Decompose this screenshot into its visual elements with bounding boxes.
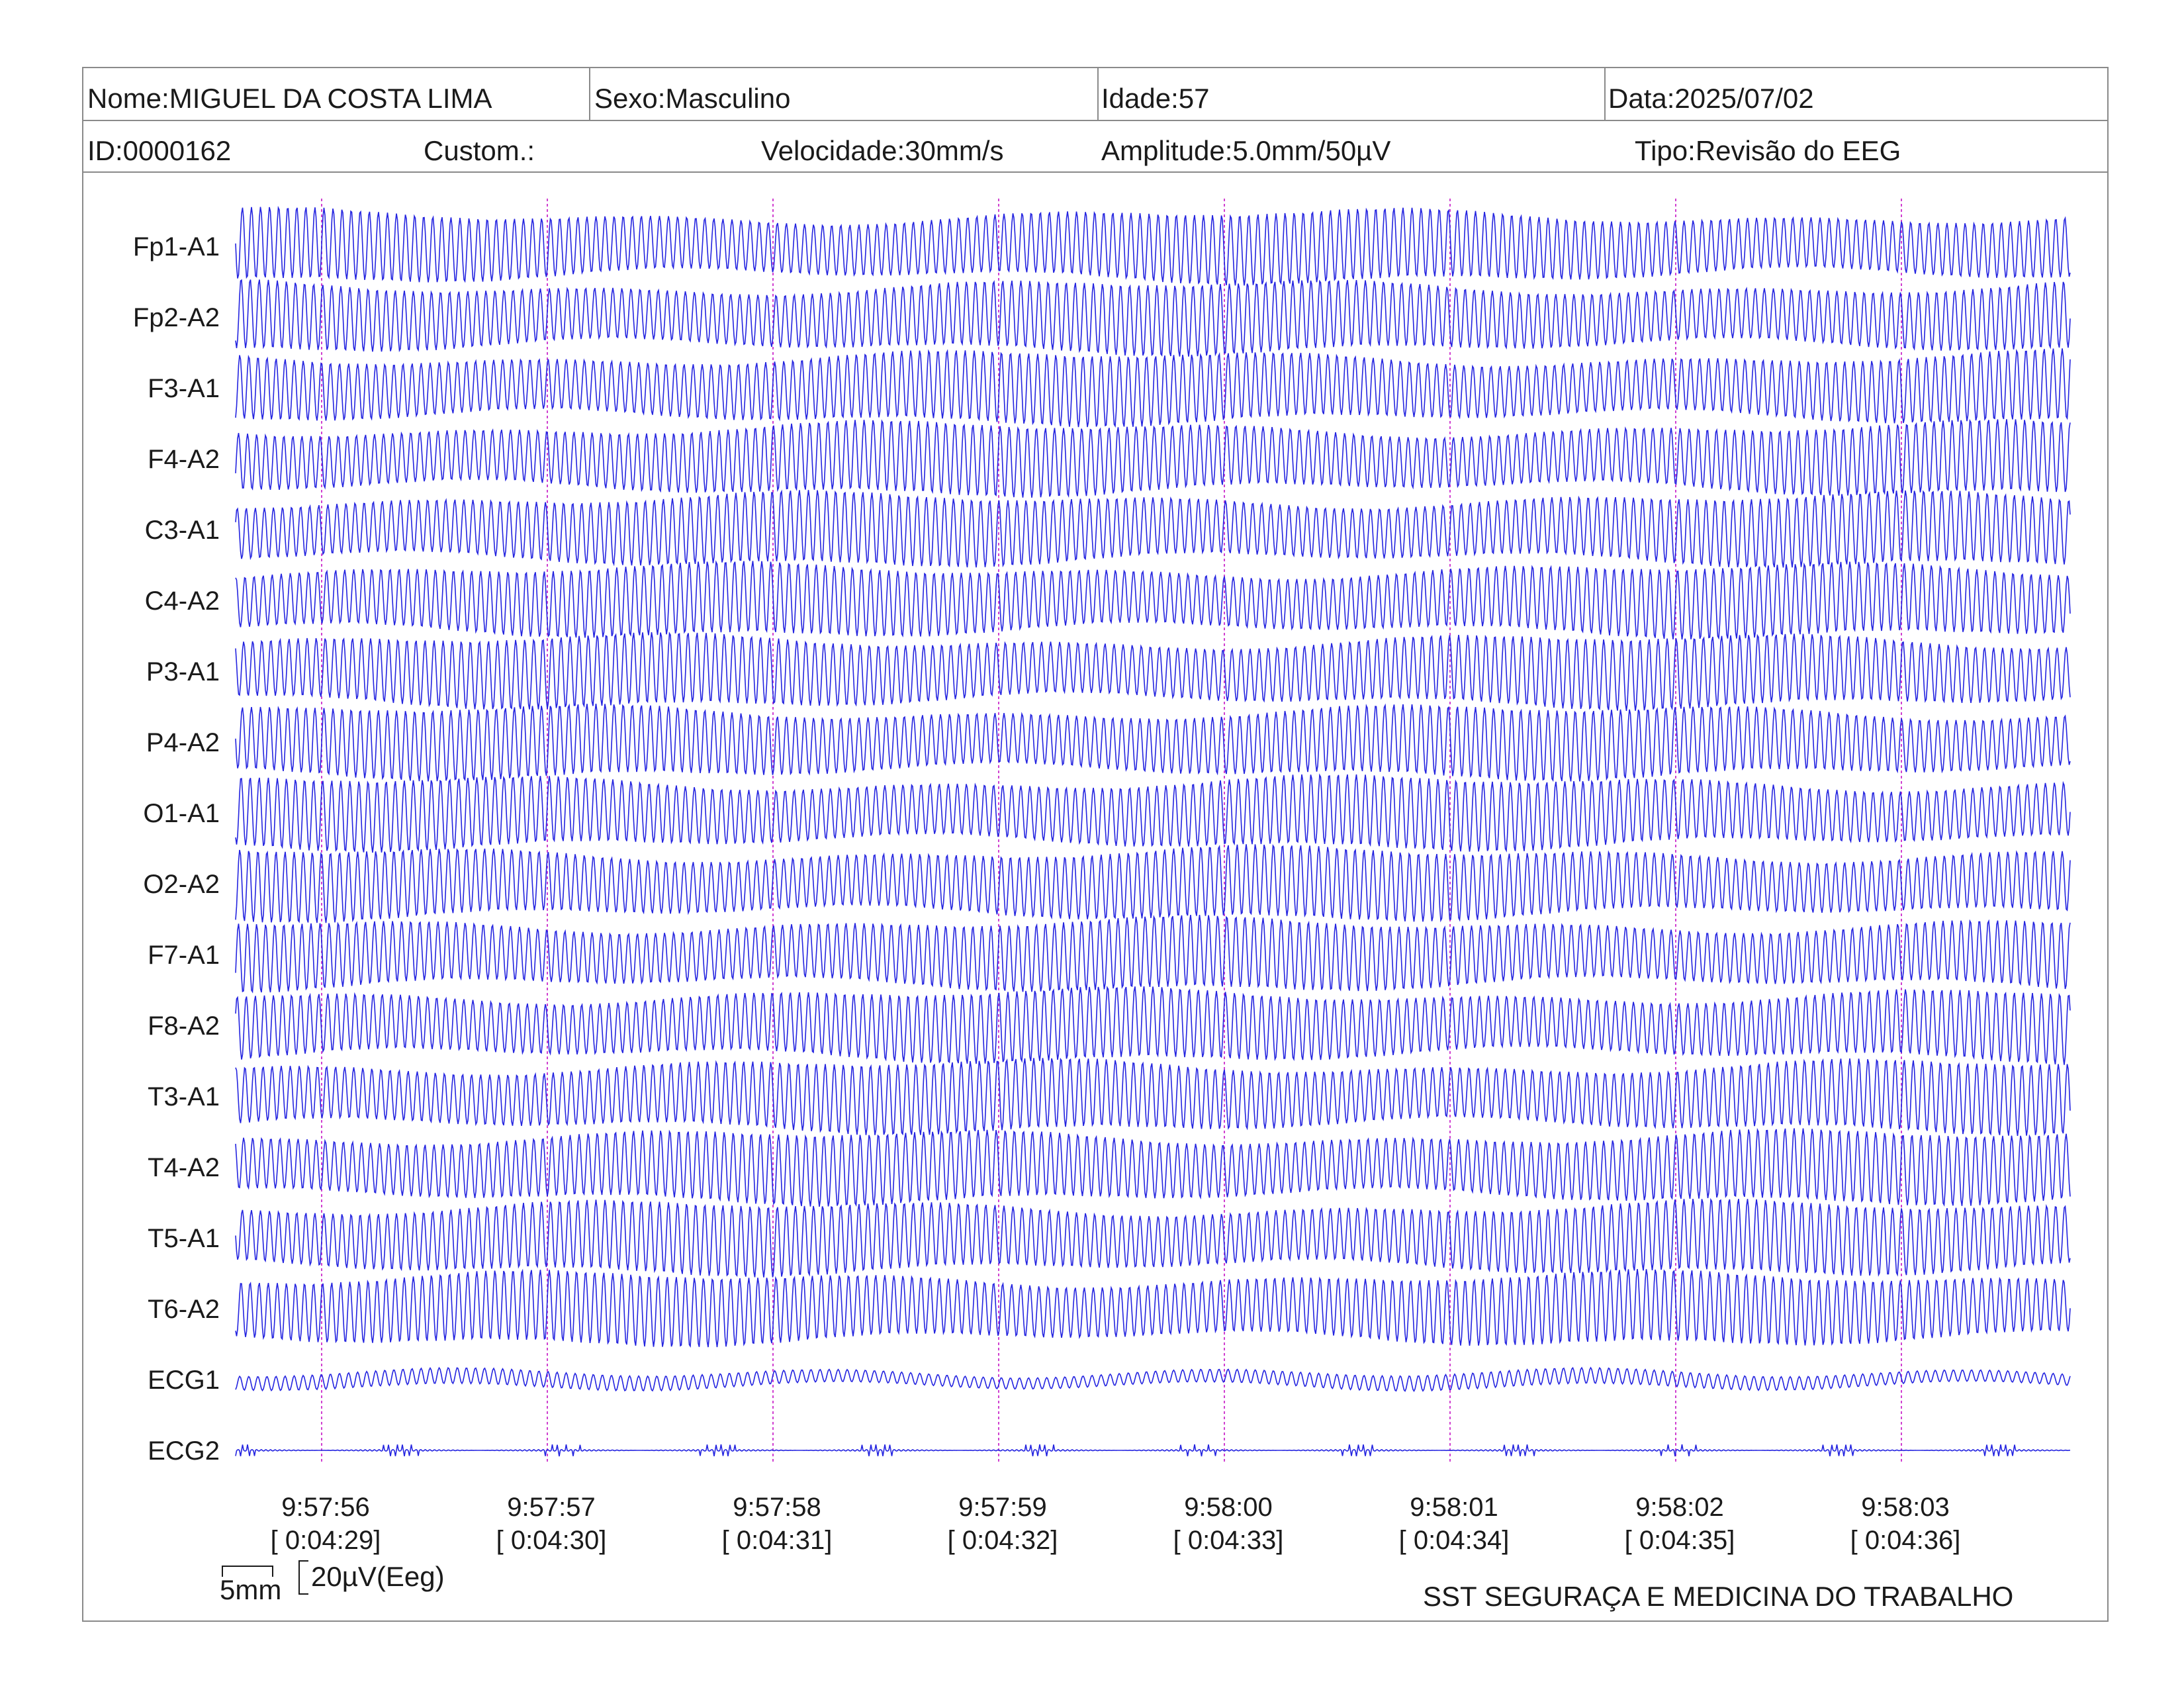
- paper-speed: Velocidade:30mm/s: [761, 135, 1004, 166]
- time-marker-elapsed: [ 0:04:32]: [948, 1526, 1058, 1555]
- channel-label-ecg2: ECG2: [148, 1436, 220, 1466]
- trace-fp1-a1: [235, 205, 2071, 286]
- time-scale-label: 5mm: [220, 1574, 282, 1605]
- trace-t4-a2: [235, 1127, 2071, 1207]
- channel-label-t5-a1: T5-A1: [148, 1224, 220, 1253]
- time-marker-clock: 9:58:01: [1410, 1493, 1498, 1522]
- amplitude-scale-label: 20µV(Eeg): [311, 1561, 445, 1592]
- patient-id: ID:0000162: [87, 135, 232, 166]
- channel-label-c4-a2: C4-A2: [145, 586, 220, 616]
- channel-label-t4-a2: T4-A2: [148, 1153, 220, 1182]
- channel-label-t3-a1: T3-A1: [148, 1082, 220, 1111]
- channel-label-f4-a2: F4-A2: [148, 445, 220, 474]
- channel-label-t6-a2: T6-A2: [148, 1295, 220, 1324]
- channel-label-f3-a1: F3-A1: [148, 374, 220, 403]
- channel-label-o2-a2: O2-A2: [143, 870, 220, 899]
- trace-f7-a1: [235, 914, 2071, 994]
- trace-ecg1: [235, 1366, 2071, 1392]
- trace-p3-a1: [235, 632, 2071, 712]
- trace-o1-a1: [235, 773, 2071, 853]
- custom-field: Custom.:: [424, 135, 535, 166]
- channel-label-fp1-a1: Fp1-A1: [133, 232, 220, 261]
- time-marker-elapsed: [ 0:04:35]: [1625, 1526, 1735, 1555]
- time-marker-clock: 9:57:57: [507, 1493, 595, 1522]
- time-marker-elapsed: [ 0:04:30]: [496, 1526, 607, 1555]
- time-marker-elapsed: [ 0:04:34]: [1399, 1526, 1510, 1555]
- amplitude-setting: Amplitude:5.0mm/50µV: [1101, 135, 1391, 166]
- header-divider: [83, 120, 2107, 121]
- time-marker-clock: 9:57:56: [281, 1493, 369, 1522]
- trace-t6-a2: [235, 1268, 2071, 1348]
- header-cell-divider: [589, 68, 590, 120]
- trace-c4-a2: [235, 560, 2071, 640]
- exam-type: Tipo:Revisão do EEG: [1635, 135, 1901, 166]
- trace-t3-a1: [235, 1057, 2071, 1137]
- trace-o2-a2: [235, 844, 2071, 923]
- trace-c3-a1: [235, 489, 2071, 569]
- time-marker-elapsed: [ 0:04:29]: [271, 1526, 381, 1555]
- header-cell-divider: [1097, 68, 1099, 120]
- exam-date: Data:2025/07/02: [1608, 83, 1814, 114]
- report-frame: [82, 67, 2109, 1622]
- header-cell-divider: [1604, 68, 1606, 120]
- time-marker-clock: 9:58:00: [1184, 1493, 1272, 1522]
- time-marker-clock: 9:58:02: [1635, 1493, 1723, 1522]
- channel-label-p3-a1: P3-A1: [146, 657, 220, 686]
- channel-label-ecg1: ECG1: [148, 1366, 220, 1395]
- trace-f3-a1: [235, 348, 2071, 428]
- channel-label-f8-a2: F8-A2: [148, 1011, 220, 1041]
- time-marker-elapsed: [ 0:04:36]: [1850, 1526, 1961, 1555]
- channel-label-f7-a1: F7-A1: [148, 941, 220, 970]
- trace-f4-a2: [235, 418, 2071, 498]
- channel-label-fp2-a2: Fp2-A2: [133, 303, 220, 332]
- channel-label-p4-a2: P4-A2: [146, 728, 220, 757]
- trace-fp2-a2: [235, 279, 2071, 357]
- channel-label-c3-a1: C3-A1: [145, 516, 220, 545]
- time-marker-clock: 9:57:58: [733, 1493, 821, 1522]
- time-marker-clock: 9:57:59: [958, 1493, 1046, 1522]
- trace-t5-a1: [235, 1197, 2071, 1278]
- trace-f8-a2: [235, 986, 2071, 1065]
- channel-label-o1-a1: O1-A1: [143, 799, 220, 828]
- patient-age: Idade:57: [1101, 83, 1210, 114]
- time-marker-elapsed: [ 0:04:33]: [1173, 1526, 1284, 1555]
- time-marker-clock: 9:58:03: [1861, 1493, 1949, 1522]
- patient-name: Nome:MIGUEL DA COSTA LIMA: [87, 83, 492, 114]
- trace-ecg2: [235, 1444, 2071, 1457]
- header-bottom-border: [83, 171, 2107, 173]
- trace-p4-a2: [235, 703, 2071, 782]
- company-name: SST SEGURAÇA E MEDICINA DO TRABALHO: [1423, 1581, 2014, 1612]
- patient-sex: Sexo:Masculino: [594, 83, 791, 114]
- time-marker-elapsed: [ 0:04:31]: [722, 1526, 833, 1555]
